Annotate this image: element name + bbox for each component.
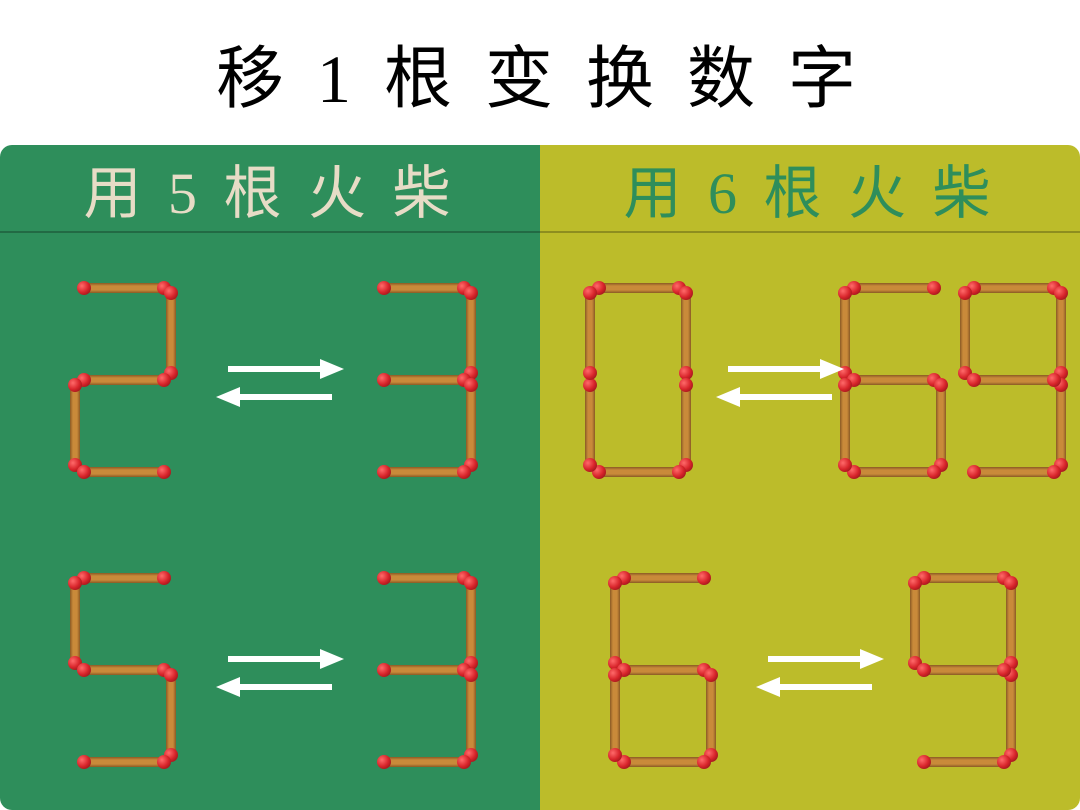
- panel-5-matches: 用 5 根 火 柴: [0, 145, 540, 810]
- match-segment-d: [595, 467, 683, 477]
- match-segment-g: [970, 375, 1058, 385]
- match-segment-f: [585, 289, 595, 377]
- match-segment-c: [166, 671, 176, 759]
- match-segment-e: [610, 671, 620, 759]
- match-segment-c: [936, 381, 946, 469]
- match-segment-a: [80, 573, 168, 583]
- match-segment-g: [80, 375, 168, 385]
- match-segment-b: [166, 289, 176, 377]
- match-segment-b: [1006, 579, 1016, 667]
- match-segment-g: [80, 665, 168, 675]
- transform-arrows: [710, 343, 850, 423]
- match-segment-a: [970, 283, 1058, 293]
- transform-arrows: [210, 633, 350, 713]
- match-segment-c: [1006, 671, 1016, 759]
- matchstick-digit: [70, 283, 190, 483]
- panel-left-header: 用 5 根 火 柴: [0, 145, 540, 233]
- matchstick-digit: [840, 283, 960, 483]
- matchstick-digit: [370, 283, 490, 483]
- panel-left-header-text: 用 5 根 火 柴: [83, 146, 456, 230]
- panel-right-header: 用 6 根 火 柴: [540, 145, 1080, 233]
- match-segment-c: [466, 671, 476, 759]
- match-segment-b: [466, 579, 476, 667]
- match-segment-f: [910, 579, 920, 667]
- match-segment-d: [80, 467, 168, 477]
- match-segment-g: [920, 665, 1008, 675]
- matchstick-digit: [610, 573, 730, 773]
- match-segment-c: [1056, 381, 1066, 469]
- match-segment-d: [850, 467, 938, 477]
- matchstick-digit: [585, 283, 705, 483]
- match-segment-c: [706, 671, 716, 759]
- match-segment-b: [681, 289, 691, 377]
- page-title: 移 1 根 变 换 数 字: [216, 23, 864, 122]
- match-segment-d: [380, 467, 468, 477]
- matchstick-digit: [960, 283, 1080, 483]
- match-segment-a: [850, 283, 938, 293]
- match-segment-a: [380, 283, 468, 293]
- match-segment-e: [585, 381, 595, 469]
- match-segment-f: [610, 579, 620, 667]
- match-segment-a: [380, 573, 468, 583]
- match-segment-e: [70, 381, 80, 469]
- panels-container: 用 5 根 火 柴 用 6 根 火 柴: [0, 145, 1080, 810]
- matchstick-digit: [70, 573, 190, 773]
- match-segment-d: [920, 757, 1008, 767]
- match-segment-f: [70, 579, 80, 667]
- match-segment-b: [1056, 289, 1066, 377]
- transform-arrows: [210, 343, 350, 423]
- matchstick-digit: [370, 573, 490, 773]
- match-segment-g: [380, 665, 468, 675]
- match-segment-c: [681, 381, 691, 469]
- panel-right-body: [540, 233, 1080, 810]
- match-segment-d: [620, 757, 708, 767]
- matchstick-digit: [910, 573, 1030, 773]
- panel-6-matches: 用 6 根 火 柴: [540, 145, 1080, 810]
- match-segment-g: [850, 375, 938, 385]
- match-segment-d: [380, 757, 468, 767]
- match-segment-a: [595, 283, 683, 293]
- match-segment-f: [960, 289, 970, 377]
- match-segment-g: [620, 665, 708, 675]
- match-segment-c: [466, 381, 476, 469]
- match-segment-a: [920, 573, 1008, 583]
- match-segment-a: [620, 573, 708, 583]
- match-segment-d: [80, 757, 168, 767]
- transform-arrows: [750, 633, 890, 713]
- panel-left-body: [0, 233, 540, 810]
- match-segment-a: [80, 283, 168, 293]
- panel-right-header-text: 用 6 根 火 柴: [623, 146, 996, 230]
- match-segment-b: [466, 289, 476, 377]
- match-segment-g: [380, 375, 468, 385]
- match-segment-d: [970, 467, 1058, 477]
